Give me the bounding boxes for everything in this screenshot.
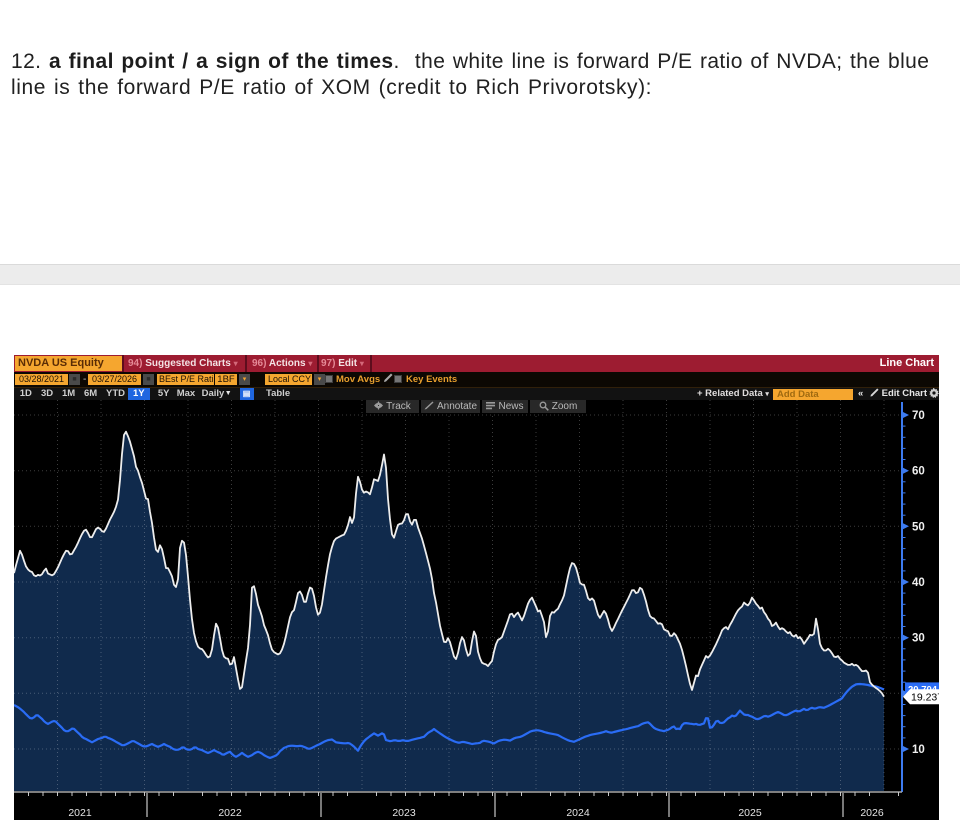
svg-text:2026: 2026 [860, 807, 884, 819]
svg-text:40: 40 [912, 577, 925, 589]
svg-text:19.237: 19.237 [911, 692, 939, 704]
svg-text:2022: 2022 [218, 807, 242, 819]
svg-text:30: 30 [912, 633, 925, 645]
svg-text:70: 70 [912, 410, 925, 422]
svg-text:50: 50 [912, 521, 925, 533]
svg-text:2023: 2023 [392, 807, 416, 819]
svg-text:60: 60 [912, 466, 925, 478]
svg-text:2021: 2021 [68, 807, 92, 819]
svg-text:10: 10 [912, 744, 925, 756]
svg-text:2025: 2025 [738, 807, 762, 819]
svg-text:2024: 2024 [566, 807, 590, 819]
